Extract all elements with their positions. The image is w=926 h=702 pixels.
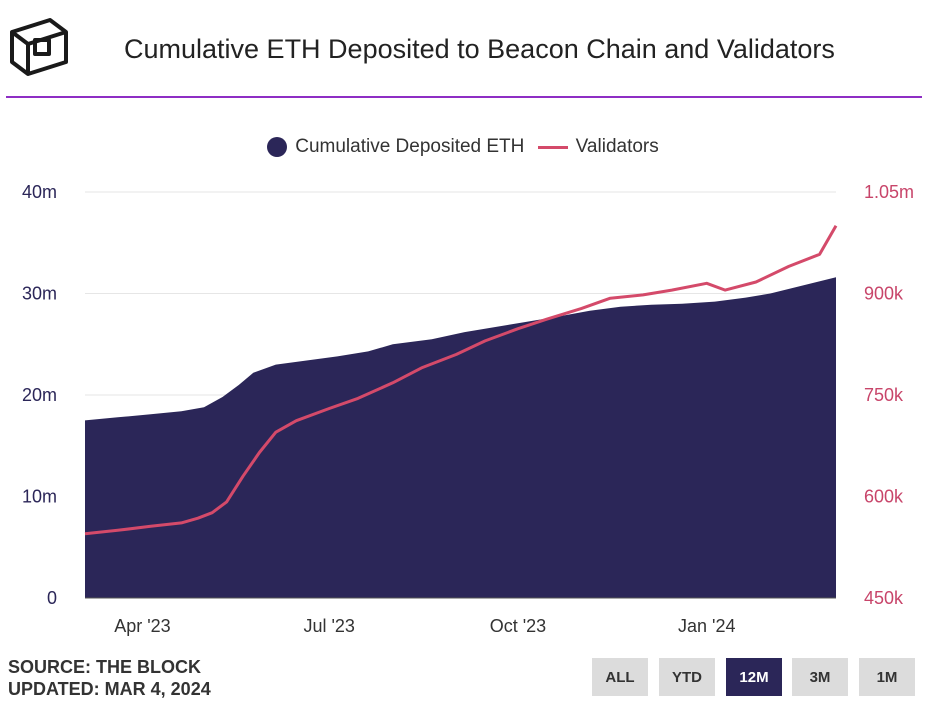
- x-tick-label: Jan '24: [678, 616, 735, 636]
- legend-swatch-area: [267, 137, 288, 157]
- legend-label: Validators: [575, 136, 659, 157]
- y-left-tick-label: 30m: [22, 284, 57, 304]
- the-block-logo-icon: [10, 18, 68, 76]
- legend-item-validators[interactable]: Validators: [537, 136, 659, 158]
- series-line-validators: [84, 225, 838, 536]
- range-button-all[interactable]: ALL: [592, 658, 648, 696]
- legend-swatch-line: [537, 145, 568, 149]
- y-left-tick-label: 40m: [22, 182, 57, 202]
- y-axis-right-ticks: 450k 600k 750k 900k 1.05m: [864, 182, 914, 608]
- y-left-tick-label: 20m: [22, 385, 57, 405]
- y-right-tick-label: 900k: [864, 284, 904, 304]
- legend-item-cumulative-deposited-eth[interactable]: Cumulative Deposited ETH: [267, 136, 524, 158]
- y-left-tick-label: 0: [47, 588, 57, 608]
- x-tick-label: Apr '23: [114, 616, 170, 636]
- legend-label: Cumulative Deposited ETH: [295, 136, 525, 157]
- range-button-12m[interactable]: 12M: [726, 658, 782, 696]
- range-button-ytd[interactable]: YTD: [659, 658, 715, 696]
- title-divider: [6, 96, 922, 98]
- y-right-tick-label: 600k: [864, 487, 904, 507]
- x-tick-label: Oct '23: [490, 616, 546, 636]
- x-tick-label: Jul '23: [303, 616, 354, 636]
- series-area-cumulative-deposited-eth: [85, 277, 836, 598]
- y-axis-left-ticks: 0 10m 20m 30m 40m: [22, 182, 57, 608]
- chart-title: Cumulative ETH Deposited to Beacon Chain…: [124, 34, 835, 64]
- range-button-3m[interactable]: 3M: [792, 658, 848, 696]
- y-left-tick-label: 10m: [22, 487, 57, 507]
- y-right-tick-label: 450k: [864, 588, 904, 608]
- updated-label: UPDATED: MAR 4, 2024: [8, 679, 211, 699]
- y-right-tick-label: 750k: [864, 385, 904, 405]
- chart-legend: Cumulative Deposited ETH Validators: [0, 136, 926, 158]
- y-right-tick-label: 1.05m: [864, 182, 914, 202]
- range-button-1m[interactable]: 1M: [859, 658, 915, 696]
- x-axis-ticks: Apr '23 Jul '23 Oct '23 Jan '24: [114, 616, 735, 636]
- chart-footer: SOURCE: THE BLOCK UPDATED: MAR 4, 2024: [8, 656, 211, 700]
- source-label: SOURCE: THE BLOCK: [8, 657, 201, 677]
